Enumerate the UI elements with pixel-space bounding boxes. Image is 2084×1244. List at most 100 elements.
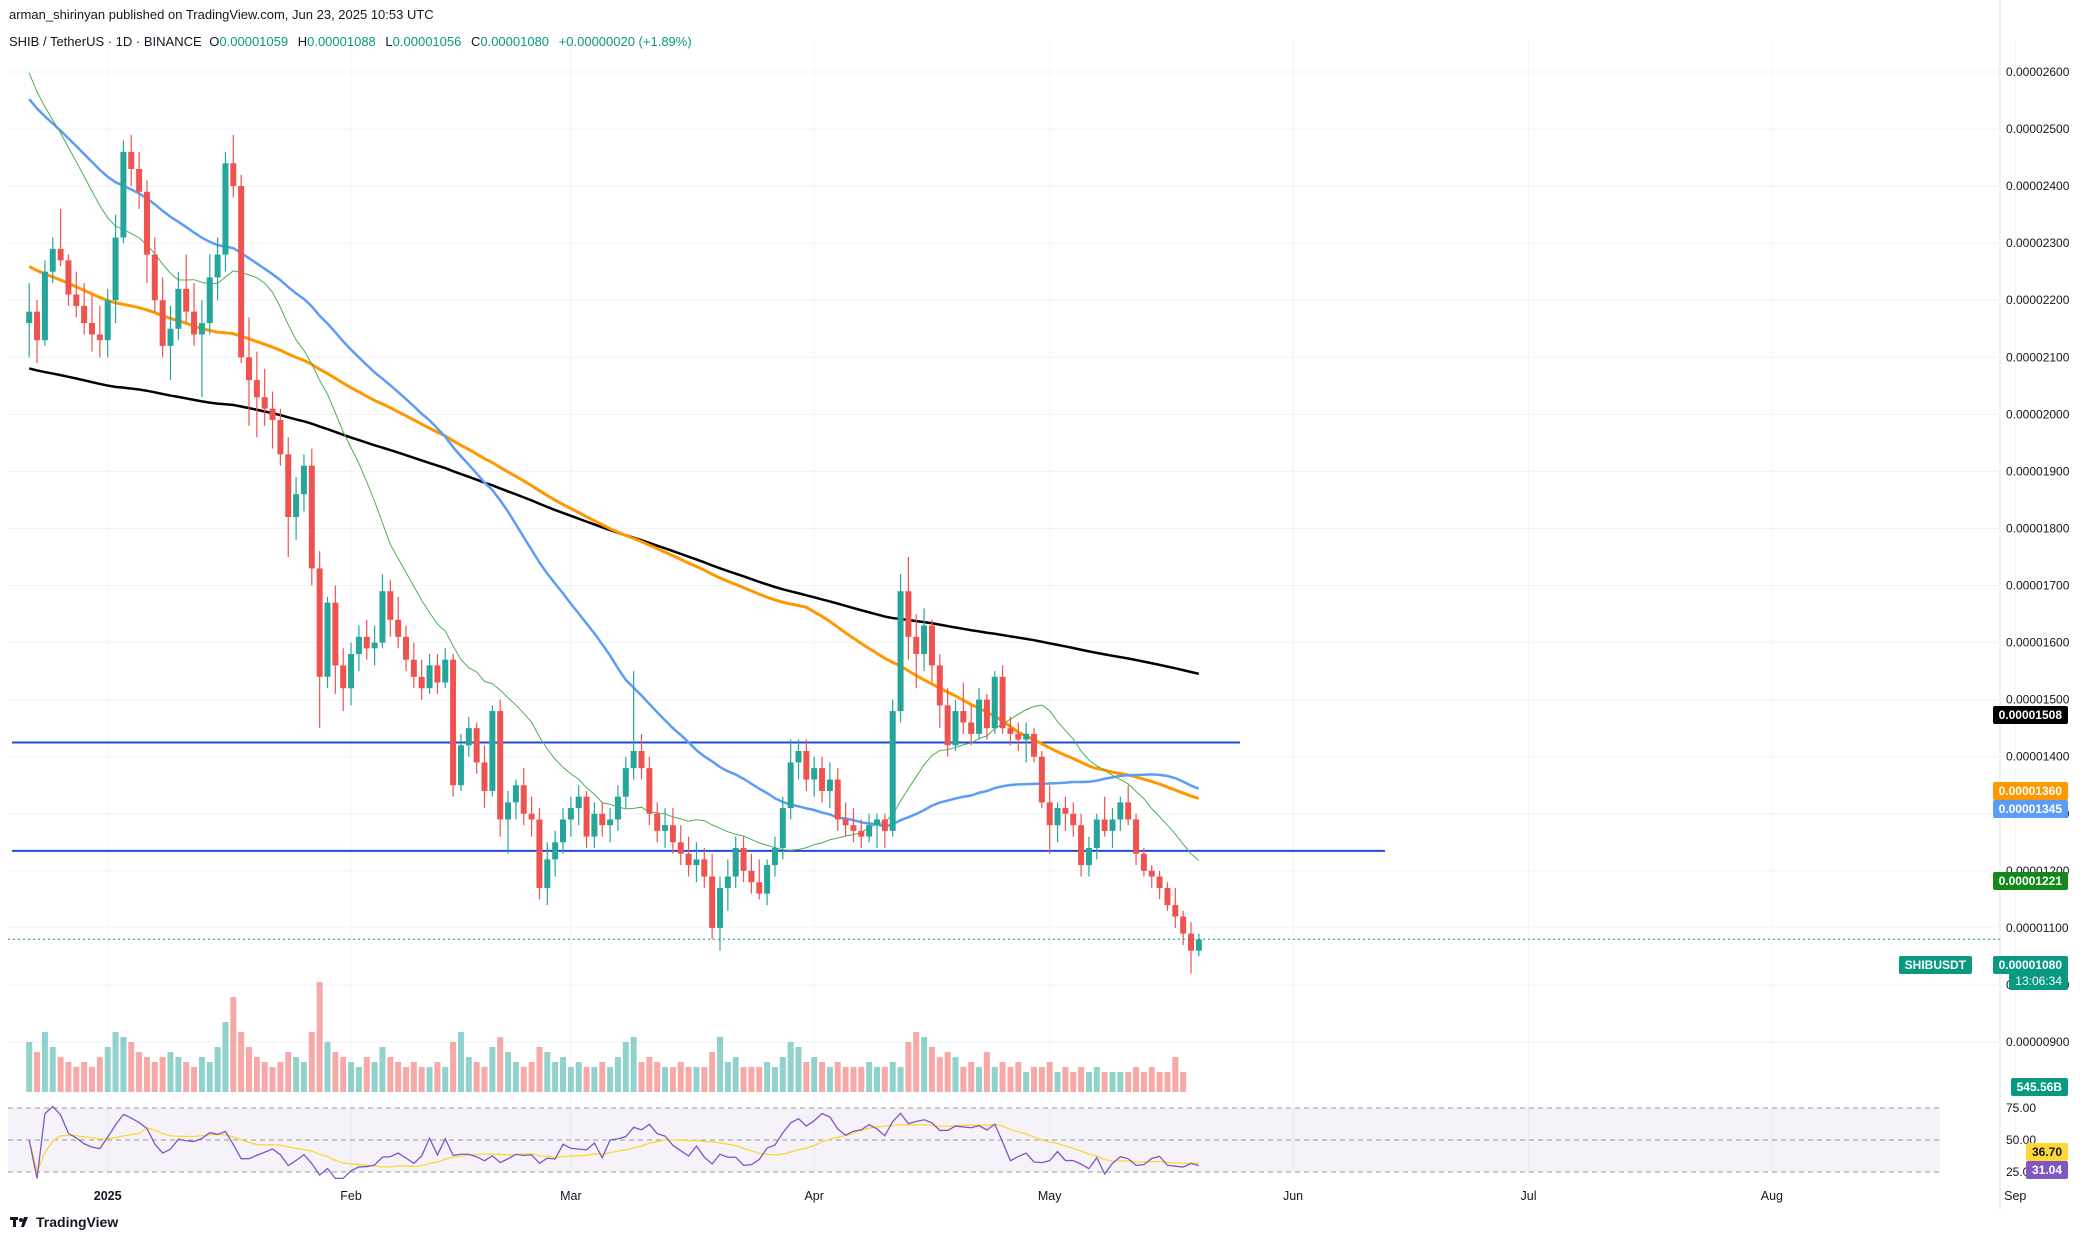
- volume-bar: [128, 1042, 135, 1092]
- volume-bar: [552, 1062, 559, 1092]
- time-tick-label: May: [1038, 1189, 1062, 1203]
- volume-bar: [591, 1067, 598, 1092]
- volume-bar: [1156, 1072, 1163, 1092]
- candle-body: [575, 796, 582, 809]
- volume-bar: [536, 1047, 543, 1092]
- time-tick-label: Apr: [804, 1189, 823, 1203]
- volume-bar: [669, 1067, 676, 1092]
- close-value: 0.00001080: [480, 34, 550, 49]
- volume-bar: [662, 1067, 669, 1092]
- candle-body: [457, 745, 464, 786]
- candle-body: [834, 779, 841, 820]
- candle-body: [1070, 813, 1077, 826]
- candle-body: [1164, 887, 1171, 906]
- price-tick-label: 0.00002000: [2006, 407, 2070, 421]
- volume-bar: [465, 1057, 472, 1092]
- candle-body: [246, 357, 252, 381]
- volume-bar: [489, 1047, 496, 1092]
- rsi-tick-label: 75.00: [2006, 1101, 2036, 1115]
- volume-bar: [976, 1067, 983, 1092]
- volume-bar: [991, 1067, 998, 1092]
- candle-body: [614, 796, 621, 820]
- volume-bar: [198, 1057, 205, 1092]
- volume-bar: [858, 1067, 865, 1092]
- volume-bar: [983, 1052, 990, 1092]
- volume-bar: [371, 1062, 378, 1092]
- volume-bar: [159, 1057, 166, 1092]
- candle-body: [787, 762, 794, 809]
- volume-bar: [497, 1037, 504, 1092]
- time-tick-label: Sep: [2004, 1189, 2026, 1203]
- candle-body: [552, 842, 559, 860]
- volume-bar: [819, 1062, 826, 1092]
- volume-bar: [1007, 1067, 1014, 1092]
- volume-bar: [230, 997, 237, 1092]
- price-tick-label: 0.00002300: [2006, 236, 2070, 250]
- candle-body: [889, 711, 896, 831]
- volume-bar: [520, 1067, 527, 1092]
- candle-body: [866, 825, 873, 837]
- candle-body: [1188, 933, 1194, 951]
- candle-body: [128, 151, 135, 169]
- candle-body: [1093, 819, 1100, 848]
- open-label: O: [209, 34, 220, 49]
- volume-bar: [787, 1042, 794, 1092]
- symbol-title[interactable]: SHIB / TetherUS · 1D · BINANCE: [9, 34, 202, 49]
- volume-bar: [748, 1067, 755, 1092]
- volume-bar: [803, 1062, 810, 1092]
- candle-body: [803, 751, 810, 780]
- candle-body: [999, 676, 1006, 729]
- candle-body: [348, 654, 355, 689]
- close-label: C: [470, 34, 481, 49]
- candle-body: [874, 819, 880, 826]
- candle-body: [881, 819, 888, 831]
- time-tick-label: 2025: [94, 1189, 122, 1203]
- price-tick-label: 0.00002500: [2006, 122, 2070, 136]
- volume-bar: [881, 1067, 888, 1092]
- candle-body: [41, 271, 48, 341]
- candle-body: [960, 711, 967, 723]
- volume-bar: [348, 1062, 355, 1092]
- candle-body: [442, 659, 449, 683]
- candle-body: [1046, 802, 1053, 826]
- volume-bar: [897, 1067, 904, 1092]
- candle-body: [826, 779, 833, 791]
- candle-body: [49, 248, 56, 272]
- volume-bar: [136, 1052, 143, 1092]
- candle-body: [340, 665, 347, 689]
- volume-bar: [567, 1067, 574, 1092]
- volume-bar: [1117, 1072, 1124, 1092]
- volume-bar: [1148, 1067, 1155, 1092]
- horizontal-levels[interactable]: [12, 741, 1385, 852]
- price-tick-label: 0.00000900: [2006, 1035, 2070, 1049]
- candle-body: [81, 305, 88, 324]
- candle-body: [858, 830, 865, 837]
- volume-bar: [410, 1062, 417, 1092]
- volume-bar: [316, 982, 323, 1092]
- candle-body: [57, 248, 64, 261]
- candle-body: [724, 876, 731, 888]
- change-value: +0.00000020 (+1.89%): [558, 34, 692, 49]
- volume-bar: [151, 1062, 158, 1092]
- candle-body: [638, 751, 645, 769]
- time-axis[interactable]: 2025 Feb Mar Apr May Jun Jul Aug Sep: [94, 1189, 2027, 1203]
- candle-body: [811, 768, 818, 780]
- volume-bar: [340, 1057, 347, 1092]
- price-tick-label: 0.00001800: [2006, 521, 2070, 535]
- candle-body: [1172, 905, 1179, 917]
- volume-bar: [363, 1057, 370, 1092]
- candle-body: [591, 813, 598, 837]
- volume-bar: [26, 1042, 33, 1092]
- time-tick-label: Mar: [560, 1189, 582, 1203]
- candle-body: [230, 163, 237, 187]
- candle-body: [913, 636, 920, 654]
- candle-body: [324, 602, 331, 677]
- candle-body: [497, 711, 504, 820]
- price-tick-label: 0.00001100: [2006, 921, 2069, 935]
- volume-bar: [685, 1067, 692, 1092]
- volume-bar: [293, 1057, 300, 1092]
- candle-body: [669, 825, 676, 843]
- volume-bar: [764, 1062, 771, 1092]
- tradingview-brand[interactable]: TradingView: [10, 1214, 118, 1230]
